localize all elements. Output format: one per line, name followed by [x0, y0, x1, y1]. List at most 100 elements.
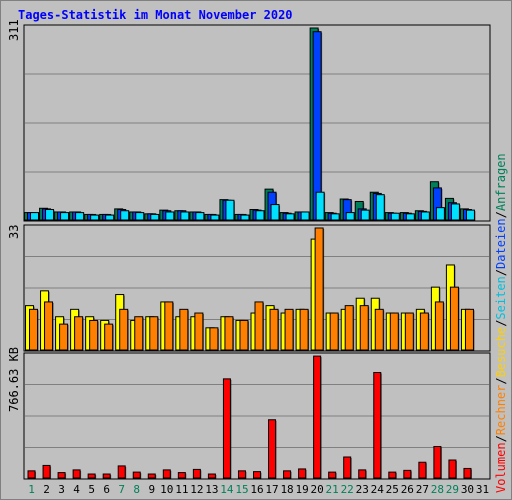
- panel1-ymax-label: 311: [7, 19, 21, 41]
- x-tick-label-6: 6: [103, 483, 110, 496]
- bar-rechner-4: [74, 316, 84, 351]
- bar-volumen-23: [358, 469, 367, 479]
- bar-rechner-19: [299, 308, 309, 351]
- bar-rechner-6: [104, 323, 114, 351]
- bar-rechner-26: [404, 312, 414, 351]
- bar-rechner-17: [269, 308, 279, 351]
- bar-rechner-16: [254, 301, 264, 351]
- bar-seiten-18: [285, 213, 295, 221]
- bar-rechner-24: [374, 308, 384, 351]
- x-tick-label-22: 22: [341, 483, 354, 496]
- x-tick-label-25: 25: [386, 483, 399, 496]
- bar-volumen-25: [388, 471, 397, 479]
- x-tick-label-13: 13: [205, 483, 218, 496]
- bar-rechner-25: [389, 312, 399, 351]
- bar-seiten-1: [30, 212, 40, 221]
- bar-seiten-19: [300, 211, 310, 221]
- x-axis-labels: 1 2 3 4 5 6 7 8 9 10 11 12 13 14 15 16 17 18 19 20 21 22 23 24 2…: [28, 483, 489, 496]
- bar-volumen-3: [57, 472, 66, 479]
- bar-volumen-4: [72, 469, 81, 479]
- bar-seiten-26: [405, 213, 415, 221]
- bar-seiten-2: [45, 209, 55, 221]
- x-tick-label-9: 9: [148, 483, 155, 496]
- bar-volumen-26: [403, 469, 412, 479]
- bar-rechner-30: [464, 308, 474, 351]
- x-tick-label-17: 17: [265, 483, 278, 496]
- x-tick-label-24: 24: [371, 483, 385, 496]
- bar-volumen-10: [162, 469, 171, 479]
- bar-volumen-5: [87, 473, 96, 479]
- bar-rechner-7: [119, 308, 129, 351]
- legend-dateien: Dateien: [494, 218, 508, 269]
- bar-seiten-3: [60, 212, 70, 221]
- bar-volumen-28: [433, 445, 442, 479]
- legend-sep-2: /: [494, 377, 508, 384]
- bar-seiten-17: [270, 204, 280, 221]
- bar-volumen-7: [117, 465, 126, 479]
- bar-seiten-7: [120, 210, 130, 221]
- bar-volumen-14: [222, 378, 231, 479]
- x-tick-label-26: 26: [401, 483, 414, 496]
- bar-rechner-18: [284, 308, 294, 351]
- bar-seiten-12: [195, 212, 205, 221]
- bar-seiten-21: [330, 213, 340, 221]
- x-tick-label-14: 14: [220, 483, 234, 496]
- bar-rechner-13: [209, 327, 219, 351]
- bar-rechner-22: [344, 305, 354, 351]
- bar-seiten-6: [105, 214, 115, 221]
- bar-volumen-18: [283, 470, 292, 479]
- bar-volumen-1: [27, 470, 36, 479]
- x-tick-label-1: 1: [28, 483, 35, 496]
- bar-seiten-5: [90, 214, 100, 221]
- bar-rechner-23: [359, 305, 369, 351]
- bar-seiten-27: [420, 211, 430, 221]
- chart-panels: [23, 24, 491, 480]
- bar-volumen-8: [132, 471, 141, 479]
- bar-seiten-22: [345, 212, 355, 221]
- bar-rechner-1: [29, 308, 39, 351]
- legend-seiten: Seiten: [494, 276, 508, 319]
- legend-sep-1: /: [494, 435, 508, 442]
- x-tick-label-10: 10: [160, 483, 173, 496]
- bar-volumen-24: [373, 371, 382, 479]
- bar-rechner-8: [134, 316, 144, 351]
- bar-volumen-17: [268, 419, 277, 479]
- x-tick-label-19: 19: [295, 483, 308, 496]
- bar-seiten-16: [255, 210, 265, 221]
- legend-anfragen: Anfragen: [494, 153, 508, 211]
- x-tick-label-28: 28: [431, 483, 444, 496]
- bar-volumen-19: [298, 468, 307, 479]
- x-tick-label-18: 18: [280, 483, 293, 496]
- bar-seiten-8: [135, 212, 145, 221]
- panel-3: [23, 352, 491, 480]
- legend-sep-5: /: [494, 211, 508, 218]
- x-tick-label-16: 16: [250, 483, 263, 496]
- legend-sep-3: /: [494, 320, 508, 327]
- x-tick-label-15: 15: [235, 483, 248, 496]
- bar-seiten-24: [375, 194, 385, 221]
- bar-rechner-27: [419, 312, 429, 351]
- bar-volumen-30: [463, 467, 472, 479]
- bar-volumen-6: [102, 473, 111, 479]
- bar-seiten-10: [165, 211, 175, 221]
- x-tick-label-3: 3: [58, 483, 65, 496]
- panel3-ymax-label: 766.63 KB: [7, 347, 21, 412]
- bar-seiten-20: [315, 191, 325, 221]
- bar-rechner-29: [449, 286, 459, 351]
- bar-seiten-30: [465, 209, 475, 221]
- panel-1: [23, 24, 491, 222]
- bar-seiten-13: [210, 214, 220, 221]
- bar-volumen-15: [237, 470, 246, 479]
- bar-seiten-9: [150, 213, 160, 221]
- bar-seiten-23: [360, 209, 370, 221]
- x-tick-label-29: 29: [446, 483, 459, 496]
- bar-volumen-21: [328, 471, 337, 479]
- bar-seiten-29: [450, 203, 460, 221]
- bar-volumen-27: [418, 461, 427, 479]
- bar-volumen-16: [253, 471, 261, 479]
- chart-title: Tages-Statistik im Monat November 2020: [18, 8, 293, 22]
- bar-volumen-13: [207, 473, 216, 479]
- bar-rechner-2: [44, 301, 54, 351]
